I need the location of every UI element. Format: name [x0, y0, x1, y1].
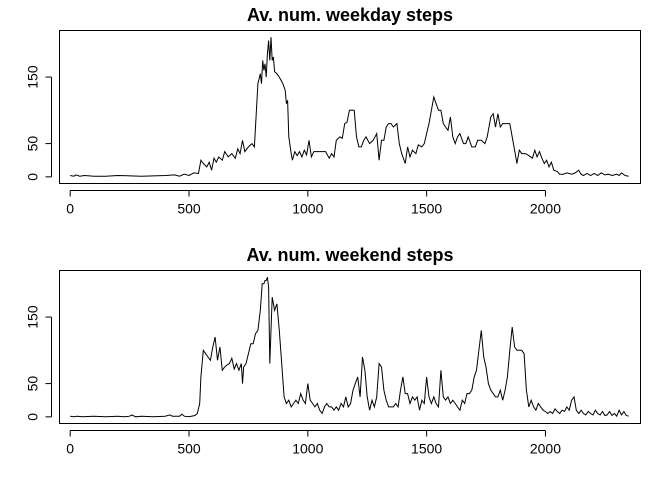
- weekday-x-tick-label: 2000: [530, 201, 561, 217]
- weekday-panel-title: Av. num. weekday steps: [247, 5, 453, 25]
- weekend-panel-title: Av. num. weekend steps: [246, 245, 453, 265]
- weekday-steps-line: [70, 37, 629, 177]
- weekend-y-tick-label: 150: [25, 305, 41, 329]
- weekday-x-tick-label: 1000: [292, 201, 323, 217]
- weekend-panel: Av. num. weekend steps 0 500 1000 1500 2000 …: [25, 245, 641, 457]
- weekend-x-tick-label: 1500: [411, 441, 442, 457]
- weekend-x-tick-label: 2000: [530, 441, 561, 457]
- weekday-panel: Av. num. weekday steps 0 500 1000 1500 2000 …: [25, 5, 641, 217]
- weekend-y-tick-label: 50: [25, 376, 41, 392]
- weekday-y-tick-label: 0: [25, 173, 41, 181]
- weekday-y-axis: 0 50 150: [25, 65, 52, 181]
- weekday-y-tick-label: 50: [25, 136, 41, 152]
- weekend-x-tick-label: 500: [177, 441, 201, 457]
- weekday-x-axis: 0 500 1000 1500 2000: [66, 190, 561, 217]
- weekend-steps-line: [70, 277, 629, 418]
- weekend-plot-frame: [59, 270, 641, 424]
- weekend-x-tick-label: 1000: [292, 441, 323, 457]
- weekend-y-axis: 0 50 150: [25, 305, 52, 421]
- weekend-x-tick-label: 0: [66, 441, 74, 457]
- weekday-x-tick-label: 500: [177, 201, 201, 217]
- weekend-x-axis: 0 500 1000 1500 2000: [66, 430, 561, 457]
- weekend-y-tick-label: 0: [25, 413, 41, 421]
- weekday-y-tick-label: 150: [25, 65, 41, 89]
- weekday-plot-frame: [59, 30, 641, 184]
- weekday-x-tick-label: 0: [66, 201, 74, 217]
- weekday-x-tick-label: 1500: [411, 201, 442, 217]
